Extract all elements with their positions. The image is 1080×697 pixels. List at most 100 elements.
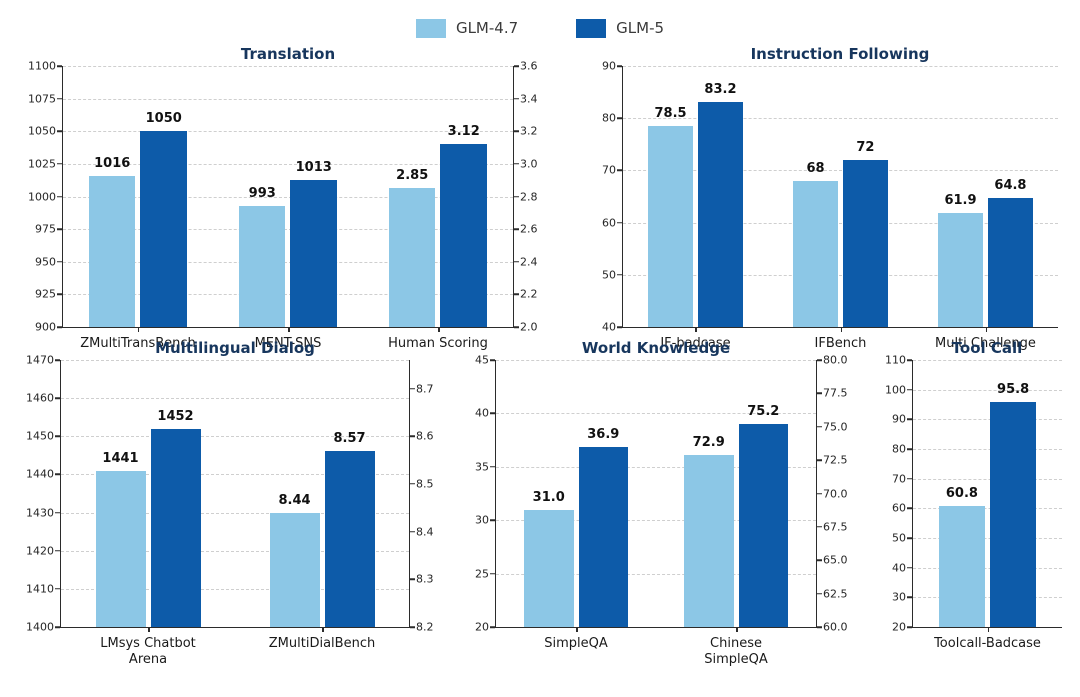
y-tick-mark-left [617, 326, 622, 328]
gridline [63, 196, 513, 198]
y-tick-label-left: 20 [892, 620, 906, 634]
y-tick-mark-right [410, 387, 415, 390]
bar-value-label: 3.12 [447, 124, 480, 140]
y-tick-label-left: 70 [892, 472, 906, 486]
bar-glm-5: 72 [842, 140, 888, 327]
x-category-label: ZMultiDialBench [268, 636, 376, 651]
y-tick-label-left: 90 [602, 59, 616, 73]
bar-glm-5: 83.2 [697, 82, 743, 327]
gridline [913, 419, 1062, 421]
y-tick-mark-left [907, 388, 912, 391]
gridline [913, 508, 1062, 510]
y-tick-label-right: 3.4 [520, 92, 538, 106]
gridline [61, 550, 409, 552]
chart-title: Instruction Following [750, 45, 930, 63]
gridline [61, 436, 409, 438]
y-tick-mark-left [490, 572, 495, 575]
plot-area: 1400 1410 1420 1430 1440 1450 1460 1470 8.2 8.3 8.… [26, 355, 434, 668]
gridline [496, 466, 816, 468]
gridline [623, 66, 1058, 67]
legend-item-glm-4-7: GLM-4.7 [415, 18, 518, 38]
y-tick-label-left: 25 [475, 567, 489, 581]
y-tick-mark-right [514, 97, 519, 100]
x-tick-mark [736, 627, 738, 632]
y-tick-label-left: 60 [892, 501, 906, 515]
y-tick-label-left: 70 [602, 163, 616, 177]
bar-value-label: 75.2 [747, 404, 780, 420]
bar-glm-4-7: 68 [793, 161, 838, 327]
bar-value-label: 2.85 [396, 168, 429, 184]
y-tick-mark-left [57, 163, 62, 165]
bar-glm-5: 8.57 [324, 431, 375, 627]
y-tick-mark-right [817, 426, 822, 428]
y-tick-label-left: 1050 [28, 124, 56, 138]
y-tick-label-left: 40 [602, 320, 616, 334]
y-tick-label-right: 72.5 [823, 453, 848, 467]
gridline [913, 478, 1062, 480]
y-tick-label-left: 80 [892, 442, 906, 456]
y-tick-mark-left [617, 221, 622, 224]
bar-value-label: 60.8 [945, 485, 978, 501]
bar-glm-4-7: 31.0 [523, 490, 574, 627]
legend: GLM-4.7 GLM-5 [0, 0, 1080, 42]
y-tick-label-right: 8.3 [416, 572, 434, 586]
gridline [61, 360, 409, 361]
y-tick-mark-left [55, 549, 60, 552]
y-tick-label-right: 3.6 [520, 59, 538, 73]
y-tick-label-right: 60.0 [823, 620, 848, 634]
gridline [623, 118, 1058, 120]
bar-value-label: 1050 [145, 111, 182, 127]
y-tick-label-right: 2.6 [520, 222, 538, 236]
y-tick-mark-left [907, 418, 912, 421]
y-tick-mark-left [907, 626, 912, 628]
y-tick-label-right: 8.4 [416, 525, 434, 539]
x-category-label: SimpleQA [544, 636, 608, 651]
x-category-label: Toolcall-Badcase [934, 636, 1041, 651]
gridline [623, 222, 1058, 224]
bar-group: 61.9 64.8 [913, 66, 1058, 327]
y-tick-label-left: 1430 [26, 506, 54, 520]
y-tick-mark-left [490, 412, 495, 415]
chart-translation: Translation 900 925 950 975 1000 1025 1050 1075 1… [14, 42, 556, 351]
x-tick-mark [137, 327, 140, 332]
gridline [913, 360, 1062, 361]
x-tick-mark [288, 327, 290, 332]
y-tick-label-left: 50 [602, 268, 616, 282]
y-tick-label-right: 3.0 [520, 157, 538, 171]
x-category-label: LMsys Chatbot Arena [100, 636, 196, 668]
y-tick-mark-left [55, 397, 60, 399]
gridline [913, 389, 1062, 391]
y-tick-label-left: 900 [35, 320, 56, 334]
y-tick-mark-left [907, 448, 912, 450]
y-tick-mark-left [57, 130, 62, 132]
chart-tool-call: Tool Call 20 30 40 50 60 70 80 90 100 110 60.8 95.8 T… [868, 336, 1070, 651]
y-tick-mark-right [514, 326, 519, 328]
bar-group: 31.0 36.9 [496, 360, 656, 627]
y-tick-mark-left [55, 473, 60, 476]
gridline [913, 538, 1062, 539]
y-tick-mark-left [490, 519, 495, 521]
bar-group: 2.85 3.12 [363, 66, 513, 327]
bar-value-label: 8.44 [278, 492, 311, 508]
y-tick-label-right: 75.0 [823, 420, 848, 434]
y-tick-mark-left [907, 537, 912, 539]
x-tick-mark [695, 327, 697, 332]
gridline [496, 520, 816, 522]
legend-item-glm-5: GLM-5 [576, 18, 664, 38]
bar-value-label: 95.8 [997, 382, 1030, 398]
y-tick-label-right: 62.5 [823, 587, 848, 601]
y-tick-mark-right [514, 163, 519, 165]
y-tick-mark-right [514, 195, 519, 198]
chart-title: Tool Call [951, 339, 1023, 357]
gridline [623, 274, 1058, 276]
y-tick-mark-left [55, 359, 60, 361]
y-tick-mark-left [57, 261, 62, 263]
bar-group: 60.8 95.8 [913, 360, 1062, 627]
y-tick-label-left: 30 [892, 590, 906, 604]
bar-glm-4-7: 8.44 [269, 493, 320, 627]
bar-value-label: 64.8 [994, 177, 1027, 193]
legend-swatch-glm-5 [576, 18, 607, 38]
bar-glm-5: 64.8 [987, 178, 1033, 327]
y-tick-label-left: 1420 [26, 544, 54, 558]
y-tick-label-right: 65.0 [823, 553, 848, 567]
